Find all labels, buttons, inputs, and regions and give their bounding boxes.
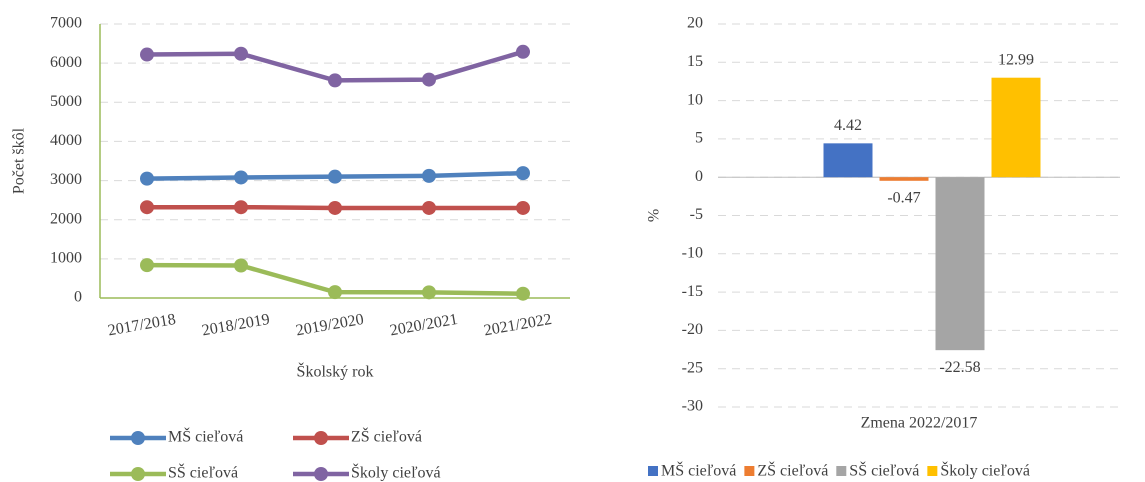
y-tick-label: 6000: [50, 54, 82, 71]
point: [328, 285, 342, 300]
x-tick-label: 2020/2021: [389, 311, 459, 340]
x-axis-label: Školský rok: [297, 362, 374, 381]
y-tick-label: 1000: [50, 250, 82, 267]
legend-label: MŠ cieľová: [661, 461, 736, 480]
y-tick-label: 0: [74, 289, 82, 306]
legend-label: Školy cieľová: [351, 463, 441, 482]
legend-marker: [131, 467, 145, 481]
legend-swatch: [648, 466, 658, 476]
point: [516, 200, 530, 215]
y-axis-label: Počet škôl: [11, 127, 28, 194]
legend-label: SŠ cieľová: [168, 463, 238, 482]
x-tick-label: 2019/2020: [295, 311, 365, 340]
point: [328, 200, 342, 215]
point: [234, 200, 248, 215]
y-tick-label: 5: [695, 130, 703, 147]
bar: [879, 177, 929, 181]
legend-label: ZŠ cieľová: [351, 427, 422, 446]
data-label: 12.99: [998, 51, 1034, 68]
point: [422, 72, 436, 87]
point: [422, 285, 436, 300]
bar: [935, 177, 985, 351]
y-tick-label: 2000: [50, 210, 82, 227]
legend-label: MŠ cieľová: [168, 427, 243, 446]
point: [516, 286, 530, 301]
data-label: 4.42: [834, 117, 862, 134]
legend-marker: [131, 431, 145, 445]
legend-label: SŠ cieľová: [849, 461, 919, 480]
y-tick-label: 20: [687, 15, 703, 32]
x-tick-label: 2018/2019: [201, 311, 271, 340]
legend-marker: [314, 467, 328, 481]
y-axis-label: %: [646, 209, 663, 222]
y-tick-label: 10: [687, 91, 703, 108]
point: [516, 166, 530, 181]
x-tick-label: 2017/2018: [107, 311, 177, 340]
y-tick-label: -15: [682, 283, 703, 300]
data-label: -0.47: [887, 189, 920, 206]
legend-swatch: [927, 466, 938, 476]
point: [422, 200, 436, 215]
bar: [823, 143, 873, 178]
legend-swatch: [836, 466, 847, 476]
legend-swatch: [744, 466, 755, 476]
y-tick-label: -5: [690, 206, 703, 223]
legend-label: Školy cieľová: [940, 461, 1030, 480]
y-tick-label: 4000: [50, 132, 82, 149]
y-tick-label: 7000: [50, 15, 82, 32]
point: [140, 200, 154, 215]
y-tick-label: 15: [687, 53, 703, 70]
y-tick-label: -10: [682, 244, 703, 261]
x-tick-label: 2021/2022: [483, 311, 553, 340]
point: [234, 258, 248, 273]
y-tick-label: 5000: [50, 93, 82, 110]
point: [328, 169, 342, 184]
point: [328, 73, 342, 88]
point: [422, 168, 436, 183]
data-label: -22.58: [939, 359, 980, 376]
y-tick-label: -30: [682, 398, 703, 415]
y-tick-label: 0: [695, 168, 703, 185]
point: [516, 44, 530, 59]
point: [140, 47, 154, 62]
point: [234, 46, 248, 61]
point: [234, 170, 248, 185]
legend-marker: [314, 431, 328, 445]
y-tick-label: -20: [682, 321, 703, 338]
x-tick-label: Zmena 2022/2017: [861, 415, 978, 432]
legend-label: ZŠ cieľová: [757, 461, 828, 480]
bar: [991, 77, 1041, 178]
point: [140, 258, 154, 273]
y-tick-label: -25: [682, 359, 703, 376]
point: [140, 171, 154, 186]
y-tick-label: 3000: [50, 171, 82, 188]
